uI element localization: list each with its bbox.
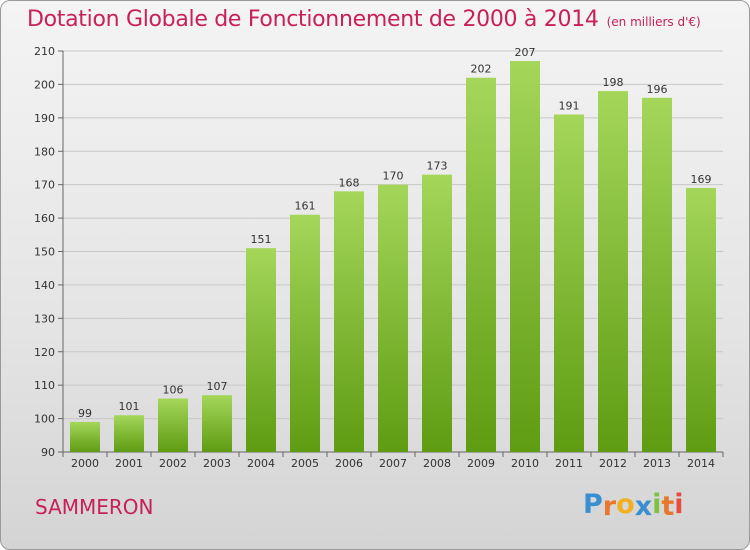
chart-subtitle: (en milliers d'€) (606, 15, 701, 29)
data-label: 207 (515, 46, 536, 59)
bar-2004 (246, 248, 276, 452)
logo-letter: i (652, 489, 662, 520)
bar-2007 (378, 184, 408, 452)
bar-2001 (114, 415, 144, 452)
y-tick-label: 170 (34, 179, 55, 192)
data-label: 107 (207, 380, 228, 393)
y-tick-label: 110 (34, 379, 55, 392)
data-label: 173 (427, 160, 448, 173)
y-tick-label: 200 (34, 78, 55, 91)
bar-2013 (642, 97, 672, 453)
x-tick-label: 2002 (159, 457, 187, 470)
y-tick-label: 180 (34, 145, 55, 158)
x-tick-label: 2013 (643, 457, 671, 470)
data-label: 170 (383, 170, 404, 183)
bars (70, 61, 716, 453)
y-tick-label: 140 (34, 279, 55, 292)
bar-2009 (466, 77, 496, 452)
data-label: 202 (471, 63, 492, 76)
data-label: 169 (691, 173, 712, 186)
bar-2000 (70, 421, 100, 452)
bar-2010 (510, 61, 540, 453)
bar-2014 (686, 188, 716, 452)
logo-letter: r (602, 491, 617, 522)
bar-2008 (422, 174, 452, 452)
bar-2003 (202, 395, 232, 452)
labels: 90 100 110 120 130 140 150 160 170 180 190 200 210 20… (34, 45, 715, 470)
x-tick-label: 2004 (247, 457, 275, 470)
logo-letter: t (661, 491, 675, 522)
chart-title-text: Dotation Globale de Fonctionnement de 20… (27, 7, 599, 32)
data-label: 99 (78, 407, 92, 420)
x-tick-label: 2005 (291, 457, 319, 470)
data-label: 101 (119, 400, 140, 413)
y-tick-label: 190 (34, 112, 55, 125)
logo-letter: P (583, 489, 603, 520)
y-tick-label: 150 (34, 246, 55, 259)
proxiti-logo: Proxiti (583, 489, 684, 522)
logo-letter: x (634, 491, 653, 522)
x-tick-label: 2000 (71, 457, 99, 470)
y-tick-label: 120 (34, 346, 55, 359)
x-tick-label: 2014 (687, 457, 715, 470)
x-tick-label: 2003 (203, 457, 231, 470)
bar-2005 (290, 214, 320, 452)
y-tick-label: 100 (34, 413, 55, 426)
bar-2006 (334, 191, 364, 452)
bar-2002 (158, 398, 188, 452)
x-tick-label: 2009 (467, 457, 495, 470)
x-tick-label: 2010 (511, 457, 539, 470)
bar-2012 (598, 91, 628, 452)
data-label: 106 (163, 384, 184, 397)
data-label: 191 (559, 99, 580, 112)
data-label: 168 (339, 176, 360, 189)
x-tick-label: 2001 (115, 457, 143, 470)
data-label: 151 (251, 233, 272, 246)
commune-name: SAMMERON (35, 495, 154, 519)
data-label: 198 (603, 76, 624, 89)
logo-letter: i (674, 489, 684, 520)
y-tick-label: 210 (34, 45, 55, 58)
bar-2011 (554, 114, 584, 452)
y-tick-label: 130 (34, 312, 55, 325)
x-tick-label: 2012 (599, 457, 627, 470)
x-tick-label: 2011 (555, 457, 583, 470)
x-tick-label: 2008 (423, 457, 451, 470)
chart-title: Dotation Globale de Fonctionnement de 20… (27, 7, 701, 32)
logo-letter: o (616, 489, 635, 520)
data-label: 161 (295, 200, 316, 213)
y-tick-label: 160 (34, 212, 55, 225)
x-tick-label: 2007 (379, 457, 407, 470)
data-label: 196 (647, 83, 668, 96)
x-tick-label: 2006 (335, 457, 363, 470)
y-tick-label: 90 (41, 446, 55, 459)
